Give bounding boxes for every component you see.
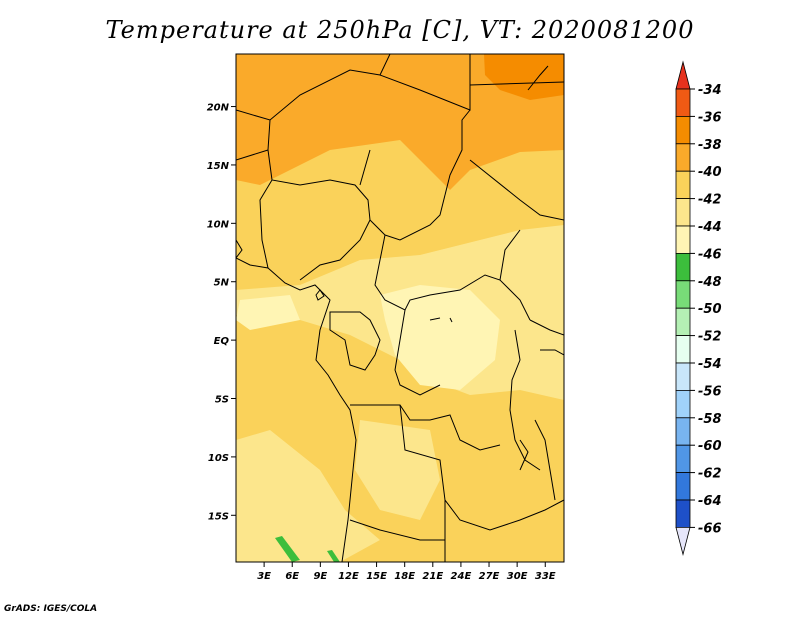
colorbar-label: -58 — [698, 412, 722, 427]
lon-tick-label: 3E — [257, 571, 271, 582]
lat-tick-label: EQ — [214, 336, 230, 347]
lat-tick-label: 10S — [208, 453, 229, 464]
lat-tick-label: 20N — [207, 103, 230, 114]
colorbar-swatch — [675, 170, 691, 199]
lon-tick-label: 33E — [535, 571, 556, 582]
colorbar-swatch — [675, 225, 691, 254]
colorbar-swatch — [675, 389, 691, 419]
field-band-38-north — [236, 54, 470, 120]
colorbar-label: -66 — [698, 521, 722, 536]
lon-tick-label: 24E — [451, 571, 472, 582]
colorbar-label: -48 — [698, 275, 722, 290]
colorbar-swatch — [675, 307, 691, 337]
latitude-axis: 20N 15N 10N 5N EQ 5S 10S 15S — [207, 103, 236, 522]
colorbar-swatch — [675, 116, 691, 145]
field-band-42-south — [236, 430, 380, 562]
field-band-44-west — [236, 295, 300, 330]
grads-credit: GrADS: IGES/COLA — [4, 604, 98, 614]
lon-tick-label: 6E — [285, 571, 299, 582]
map-frame — [235, 53, 565, 563]
colorbar-label: -52 — [698, 330, 722, 345]
colorbar-swatch — [675, 499, 691, 528]
lat-tick-label: 5N — [214, 278, 230, 289]
colorbar-label: -44 — [698, 220, 722, 235]
colorbar-swatch — [675, 88, 691, 117]
colorbar-swatch — [675, 417, 691, 446]
country-borders — [236, 54, 564, 562]
colorbar-label: -40 — [698, 165, 722, 180]
colorbar-swatch — [675, 472, 691, 501]
colorbar-bottom-arrow — [675, 527, 691, 556]
field-band-46-b — [327, 550, 340, 562]
longitude-axis: 3E 6E 9E 12E 15E 18E 21E 24E 27E 30E 33E — [257, 562, 556, 582]
lat-tick-label: 5S — [215, 395, 229, 406]
field-band-42-angola — [355, 420, 440, 520]
lon-tick-label: 18E — [394, 571, 415, 582]
colorbar-swatch — [675, 362, 691, 391]
colorbar-label: -60 — [698, 439, 722, 454]
colorbar-swatch — [675, 143, 691, 172]
lat-tick-label: 10N — [207, 219, 230, 230]
lon-tick-label: 27E — [479, 571, 500, 582]
colorbar-label: -54 — [698, 357, 722, 372]
lon-tick-label: 9E — [313, 571, 327, 582]
colorbar-label: -62 — [698, 467, 722, 482]
colorbar-label: -50 — [698, 302, 722, 317]
colorbar-label: -64 — [698, 494, 722, 509]
map-title: Temperature at 250hPa [C], VT: 202008120… — [105, 16, 695, 44]
field-band-36 — [484, 54, 564, 100]
colorbar-swatch — [675, 252, 691, 282]
lon-tick-label: 30E — [507, 571, 528, 582]
colorbar-label: -36 — [698, 110, 722, 125]
colorbar-swatch — [675, 444, 691, 474]
field-band-44 — [380, 285, 500, 390]
colorbar-swatch — [675, 335, 691, 364]
lon-tick-label: 12E — [338, 571, 359, 582]
colorbar-label: -46 — [698, 247, 722, 262]
field-band-40 — [290, 190, 380, 255]
colorbar-label: -56 — [698, 384, 722, 399]
lon-tick-label: 15E — [366, 571, 387, 582]
colorbar-label: -42 — [698, 193, 722, 208]
lon-tick-label: 21E — [422, 571, 443, 582]
colorbar: -34 -36 -38 -40 -42 -44 -46 -48 -50 -52 -54 -56 -58 -… — [675, 60, 722, 556]
lat-tick-label: 15N — [207, 161, 230, 172]
lat-tick-label: 15S — [208, 511, 229, 522]
colorbar-swatch — [675, 198, 691, 227]
colorbar-label: -34 — [698, 83, 722, 98]
colorbar-top-arrow — [675, 60, 691, 90]
colorbar-swatch — [675, 280, 691, 309]
field-band-46-a — [275, 536, 300, 562]
colorbar-label: -38 — [698, 138, 722, 153]
